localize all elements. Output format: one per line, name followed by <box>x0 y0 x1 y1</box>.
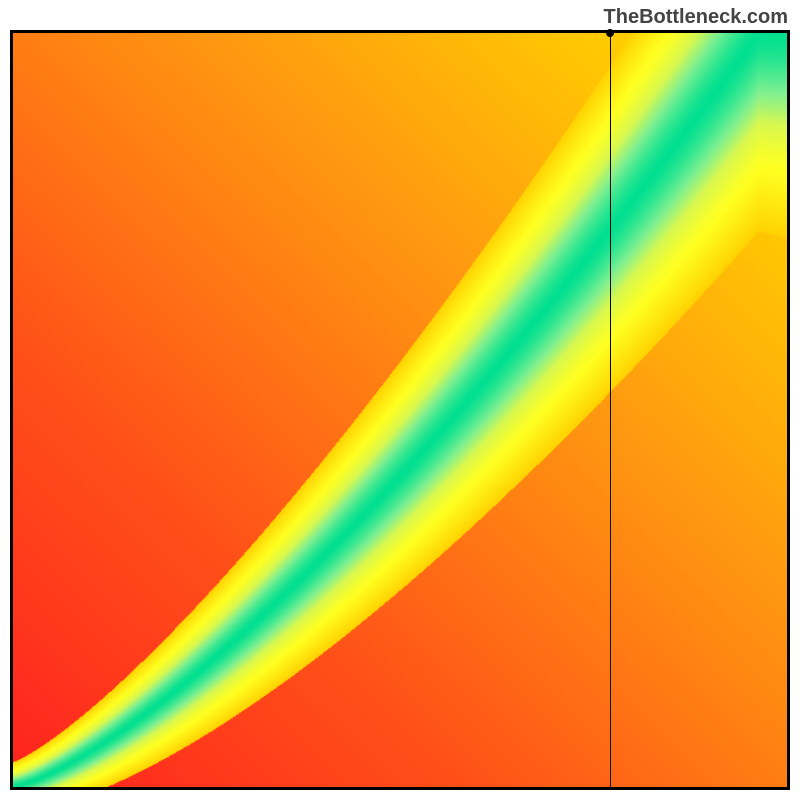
bottleneck-heatmap-container <box>10 30 790 790</box>
selection-vertical-line <box>610 33 611 787</box>
selection-marker-dot <box>606 29 614 37</box>
bottleneck-heatmap <box>13 33 787 787</box>
attribution-text: TheBottleneck.com <box>604 6 788 29</box>
